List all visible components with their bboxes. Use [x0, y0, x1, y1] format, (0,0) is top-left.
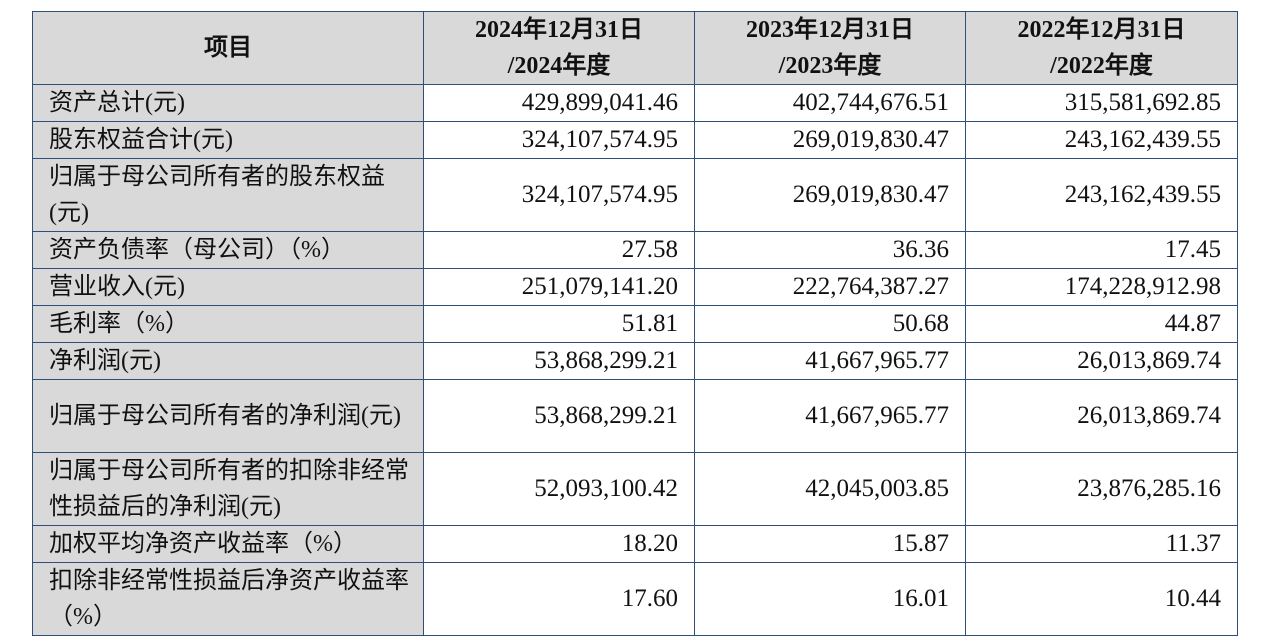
cell-2023: 269,019,830.47 [694, 121, 966, 159]
row-label: 加权平均净资产收益率（%） [32, 525, 424, 563]
cell-2022: 10.44 [965, 562, 1238, 636]
row-label: 归属于母公司所有者的净利润(元) [32, 379, 424, 453]
row-label: 资产总计(元) [32, 84, 424, 122]
row-label: 资产负债率（母公司）（%） [32, 231, 424, 269]
cell-2024: 429,899,041.46 [423, 84, 695, 122]
table-row: 资产负债率（母公司）（%） 27.58 36.36 17.45 [32, 231, 1238, 269]
cell-2024: 251,079,141.20 [423, 268, 695, 306]
header-period-year: /2024年度 [507, 53, 611, 79]
cell-2024: 17.60 [423, 562, 695, 636]
table-row: 归属于母公司所有者的股东权益(元) 324,107,574.95 269,019… [32, 158, 1238, 232]
table-row: 资产总计(元) 429,899,041.46 402,744,676.51 31… [32, 84, 1238, 122]
header-item: 项目 [32, 11, 424, 85]
table-row: 毛利率（%） 51.81 50.68 44.87 [32, 305, 1238, 343]
cell-2022: 174,228,912.98 [965, 268, 1238, 306]
row-label: 净利润(元) [32, 342, 424, 380]
cell-2024: 27.58 [423, 231, 695, 269]
header-period-year: /2022年度 [1050, 53, 1153, 79]
cell-2024: 53,868,299.21 [423, 342, 695, 380]
header-period-date: 2022年12月31日 [1017, 17, 1186, 43]
row-label: 归属于母公司所有者的扣除非经常性损益后的净利润(元) [32, 452, 424, 526]
row-label: 营业收入(元) [32, 268, 424, 306]
cell-2023: 402,744,676.51 [694, 84, 966, 122]
cell-2024: 53,868,299.21 [423, 379, 695, 453]
cell-2023: 222,764,387.27 [694, 268, 966, 306]
cell-2023: 16.01 [694, 562, 966, 636]
header-period-2022: 2022年12月31日 /2022年度 [965, 11, 1238, 85]
cell-2022: 17.45 [965, 231, 1238, 269]
table-row: 归属于母公司所有者的净利润(元) 53,868,299.21 41,667,96… [32, 379, 1238, 453]
header-row: 项目 2024年12月31日 /2024年度 2023年12月31日 /2023… [32, 11, 1238, 85]
table-row: 股东权益合计(元) 324,107,574.95 269,019,830.47 … [32, 121, 1238, 159]
cell-2024: 324,107,574.95 [423, 158, 695, 232]
cell-2022: 315,581,692.85 [965, 84, 1238, 122]
cell-2023: 42,045,003.85 [694, 452, 966, 526]
header-period-date: 2024年12月31日 [475, 17, 643, 43]
financial-summary-table: 项目 2024年12月31日 /2024年度 2023年12月31日 /2023… [32, 11, 1238, 636]
cell-2022: 11.37 [965, 525, 1238, 563]
header-period-year: /2023年度 [778, 53, 882, 79]
cell-2022: 26,013,869.74 [965, 342, 1238, 380]
cell-2024: 324,107,574.95 [423, 121, 695, 159]
cell-2022: 26,013,869.74 [965, 379, 1238, 453]
row-label: 扣除非经常性损益后净资产收益率（%） [32, 562, 424, 636]
table-row: 净利润(元) 53,868,299.21 41,667,965.77 26,01… [32, 342, 1238, 380]
cell-2023: 41,667,965.77 [694, 342, 966, 380]
cell-2022: 243,162,439.55 [965, 158, 1238, 232]
row-label: 股东权益合计(元) [32, 121, 424, 159]
header-period-2024: 2024年12月31日 /2024年度 [423, 11, 695, 85]
table-row: 扣除非经常性损益后净资产收益率（%） 17.60 16.01 10.44 [32, 562, 1238, 636]
cell-2022: 23,876,285.16 [965, 452, 1238, 526]
cell-2023: 36.36 [694, 231, 966, 269]
cell-2023: 15.87 [694, 525, 966, 563]
header-period-date: 2023年12月31日 [746, 17, 914, 43]
cell-2022: 243,162,439.55 [965, 121, 1238, 159]
cell-2023: 41,667,965.77 [694, 379, 966, 453]
row-label: 毛利率（%） [32, 305, 424, 343]
header-period-2023: 2023年12月31日 /2023年度 [694, 11, 966, 85]
cell-2023: 269,019,830.47 [694, 158, 966, 232]
cell-2023: 50.68 [694, 305, 966, 343]
table-row: 归属于母公司所有者的扣除非经常性损益后的净利润(元) 52,093,100.42… [32, 452, 1238, 526]
cell-2022: 44.87 [965, 305, 1238, 343]
table-row: 加权平均净资产收益率（%） 18.20 15.87 11.37 [32, 525, 1238, 563]
table-row: 营业收入(元) 251,079,141.20 222,764,387.27 17… [32, 268, 1238, 306]
cell-2024: 52,093,100.42 [423, 452, 695, 526]
cell-2024: 51.81 [423, 305, 695, 343]
cell-2024: 18.20 [423, 525, 695, 563]
row-label: 归属于母公司所有者的股东权益(元) [32, 158, 424, 232]
